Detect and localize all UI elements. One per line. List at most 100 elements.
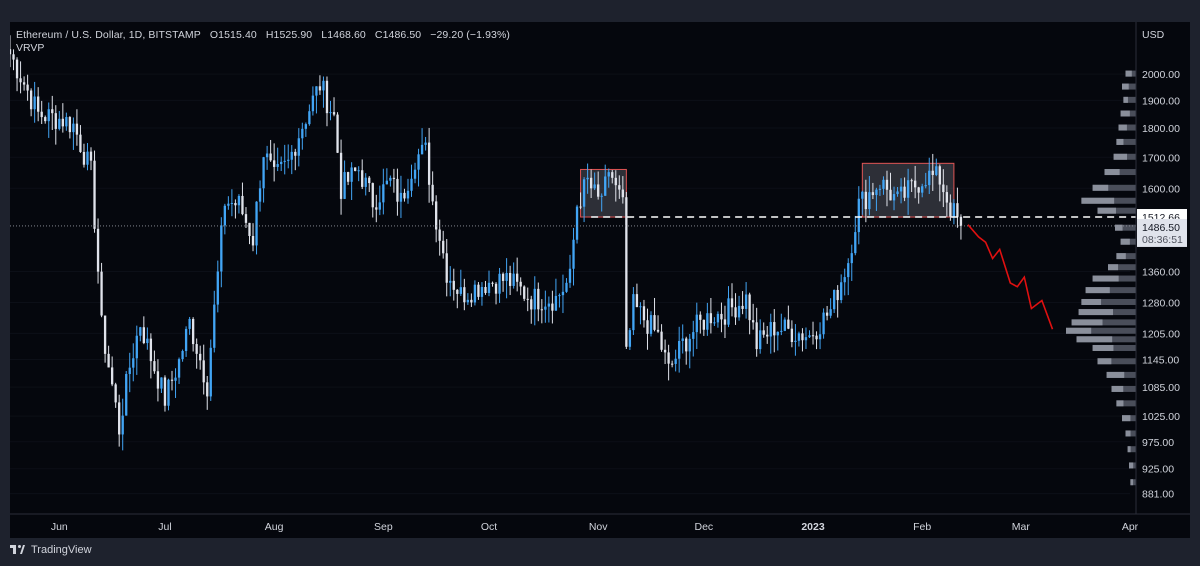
chart-canvas[interactable]: USD 2000.00 1900.00 1800.00 1700.00 1600.00 13… bbox=[10, 22, 1190, 538]
candle-body bbox=[523, 286, 526, 299]
volume-bar bbox=[1081, 298, 1136, 305]
price-tick-label: 1360.00 bbox=[1142, 266, 1180, 278]
volume-bar-up bbox=[1125, 430, 1131, 437]
symbol-header: Ethereum / U.S. Dollar, 1D, BITSTAMP O15… bbox=[16, 29, 516, 41]
candle-body bbox=[727, 298, 730, 325]
volume-bar bbox=[1066, 327, 1136, 334]
candle-body bbox=[37, 96, 40, 112]
candle-body bbox=[938, 166, 941, 185]
ohlc-close: C1486.50 bbox=[374, 29, 422, 41]
candle-body bbox=[82, 151, 86, 165]
candle-body bbox=[769, 322, 772, 337]
candle-body bbox=[339, 152, 343, 199]
last-price-text: 1486.50 bbox=[1142, 222, 1180, 234]
indicator-label[interactable]: VRVP bbox=[16, 42, 45, 54]
symbol-title[interactable]: Ethereum / U.S. Dollar, 1D, BITSTAMP bbox=[16, 29, 201, 41]
volume-bar-up bbox=[1113, 153, 1128, 160]
volume-bar bbox=[1097, 207, 1136, 214]
volume-bar bbox=[1116, 400, 1136, 407]
volume-bar-up bbox=[1116, 400, 1124, 407]
candle-body bbox=[65, 117, 68, 127]
volume-bar bbox=[1116, 253, 1136, 260]
candle-body bbox=[678, 340, 681, 359]
candle-body bbox=[118, 402, 121, 435]
volume-bar-up bbox=[1097, 207, 1116, 214]
volume-bar-up bbox=[1071, 319, 1103, 326]
candle-body bbox=[265, 153, 269, 158]
candle-body bbox=[44, 117, 47, 122]
candle-body bbox=[808, 335, 811, 338]
candle-body bbox=[501, 273, 505, 281]
candle-body bbox=[100, 271, 103, 316]
volume-bar bbox=[1115, 224, 1136, 231]
chart-frame[interactable]: USD 2000.00 1900.00 1800.00 1700.00 1600.00 13… bbox=[10, 22, 1190, 538]
candle-body bbox=[177, 359, 181, 378]
candle-body bbox=[241, 195, 244, 215]
candle-body bbox=[906, 180, 910, 198]
candle-body bbox=[364, 177, 367, 187]
candle-body bbox=[132, 358, 135, 368]
candle-body bbox=[544, 306, 547, 310]
candle-body bbox=[551, 303, 554, 311]
candle-body bbox=[315, 86, 318, 96]
candle-body bbox=[301, 128, 304, 139]
price-tick-label: 881.00 bbox=[1142, 489, 1174, 501]
candle-body bbox=[325, 80, 329, 114]
candle-body bbox=[924, 185, 927, 187]
candle-body bbox=[75, 123, 79, 135]
candle-body bbox=[294, 151, 297, 156]
candle-body bbox=[829, 309, 832, 316]
candle-body bbox=[702, 319, 705, 330]
candle-body bbox=[427, 142, 431, 185]
volume-bar-up bbox=[1076, 336, 1113, 343]
volume-bar-up bbox=[1081, 197, 1115, 204]
candle-body bbox=[79, 134, 82, 152]
candle-body bbox=[797, 333, 801, 341]
candle-body bbox=[910, 180, 913, 182]
candle-body bbox=[216, 271, 219, 305]
candle-body bbox=[737, 305, 741, 318]
candle-body bbox=[885, 179, 889, 190]
ohlc-low: L1468.60 bbox=[321, 29, 366, 41]
candle-body bbox=[818, 334, 822, 340]
candle-body bbox=[611, 172, 614, 178]
candle-body bbox=[952, 203, 956, 217]
candle-body bbox=[484, 287, 487, 293]
price-tick-label: 1205.00 bbox=[1142, 328, 1180, 340]
candle-body bbox=[343, 172, 346, 199]
volume-bar bbox=[1116, 138, 1136, 145]
time-tick-label: Dec bbox=[694, 521, 713, 533]
volume-bar-up bbox=[1111, 385, 1124, 392]
candle-body bbox=[389, 177, 392, 181]
brand-label: TradingView bbox=[31, 544, 92, 556]
price-tick-label: 1025.00 bbox=[1142, 411, 1180, 423]
candle-body bbox=[811, 335, 815, 337]
price-tick-label: 1280.00 bbox=[1142, 297, 1180, 309]
candle-body bbox=[646, 320, 649, 334]
candle-body bbox=[473, 284, 477, 303]
candle-body bbox=[670, 363, 674, 365]
candle-body bbox=[346, 172, 350, 182]
candle-body bbox=[759, 330, 762, 350]
currency-label: USD bbox=[1142, 29, 1165, 41]
candle-body bbox=[107, 353, 110, 368]
candle-body bbox=[632, 294, 635, 331]
candle-body bbox=[227, 203, 230, 206]
candle-body bbox=[442, 240, 445, 254]
price-tick-label: 975.00 bbox=[1142, 437, 1174, 449]
candle-body bbox=[237, 195, 241, 206]
time-tick-label: Aug bbox=[265, 521, 284, 533]
candle-body bbox=[26, 84, 29, 91]
candle-body bbox=[230, 203, 234, 205]
volume-bar bbox=[1104, 169, 1136, 176]
candle-body bbox=[921, 186, 924, 193]
candle-body bbox=[864, 191, 868, 210]
candle-body bbox=[424, 142, 427, 145]
candle-body bbox=[597, 184, 600, 197]
candle-body bbox=[667, 352, 670, 364]
candle-body bbox=[639, 306, 642, 308]
candle-body bbox=[283, 160, 286, 162]
candle-body bbox=[565, 282, 568, 292]
volume-bar-up bbox=[1081, 298, 1102, 305]
candle-body bbox=[223, 205, 227, 226]
